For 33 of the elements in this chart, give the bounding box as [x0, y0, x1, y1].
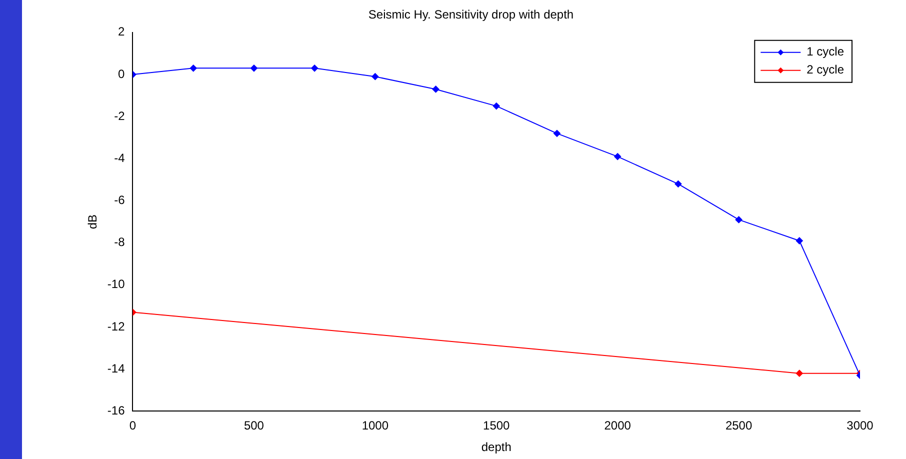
point — [614, 153, 622, 160]
x-tick-label: 2000 — [604, 418, 632, 433]
y-tick-label: -6 — [114, 193, 126, 208]
x-tick-label: 2500 — [725, 418, 752, 433]
y-axis-title: dB — [86, 214, 100, 230]
point — [796, 237, 803, 244]
y-tick-label: -12 — [107, 319, 126, 334]
x-tick-label: 500 — [244, 418, 264, 433]
x-tick-label: 0 — [129, 418, 136, 433]
point — [190, 64, 197, 72]
y-tick-label: -10 — [107, 277, 126, 292]
y-tick-label: -8 — [114, 235, 126, 250]
chart-title: Seismic Hy. Sensitivity drop with depth — [368, 8, 574, 22]
point — [250, 64, 258, 72]
legend-label: 1 cycle — [806, 44, 844, 59]
y-tick-label: 2 — [118, 24, 126, 39]
y-tick-label: -2 — [114, 108, 126, 123]
y-tick-label: 0 — [118, 66, 126, 81]
point — [492, 102, 500, 110]
x-tick-label: 1500 — [483, 418, 510, 433]
x-tick-label: 1000 — [362, 418, 389, 433]
point — [674, 180, 682, 188]
y-tick-label: -14 — [107, 361, 126, 376]
point — [432, 86, 440, 93]
point — [311, 64, 318, 72]
y-tick-label: -4 — [114, 150, 126, 165]
y-tick-label: -16 — [107, 404, 126, 418]
legend-label: 2 cycle — [806, 62, 844, 77]
point — [372, 73, 379, 80]
point — [735, 216, 742, 224]
point — [553, 130, 560, 137]
x-tick-label: 3000 — [846, 418, 874, 433]
x-axis-title: depth — [481, 440, 512, 454]
